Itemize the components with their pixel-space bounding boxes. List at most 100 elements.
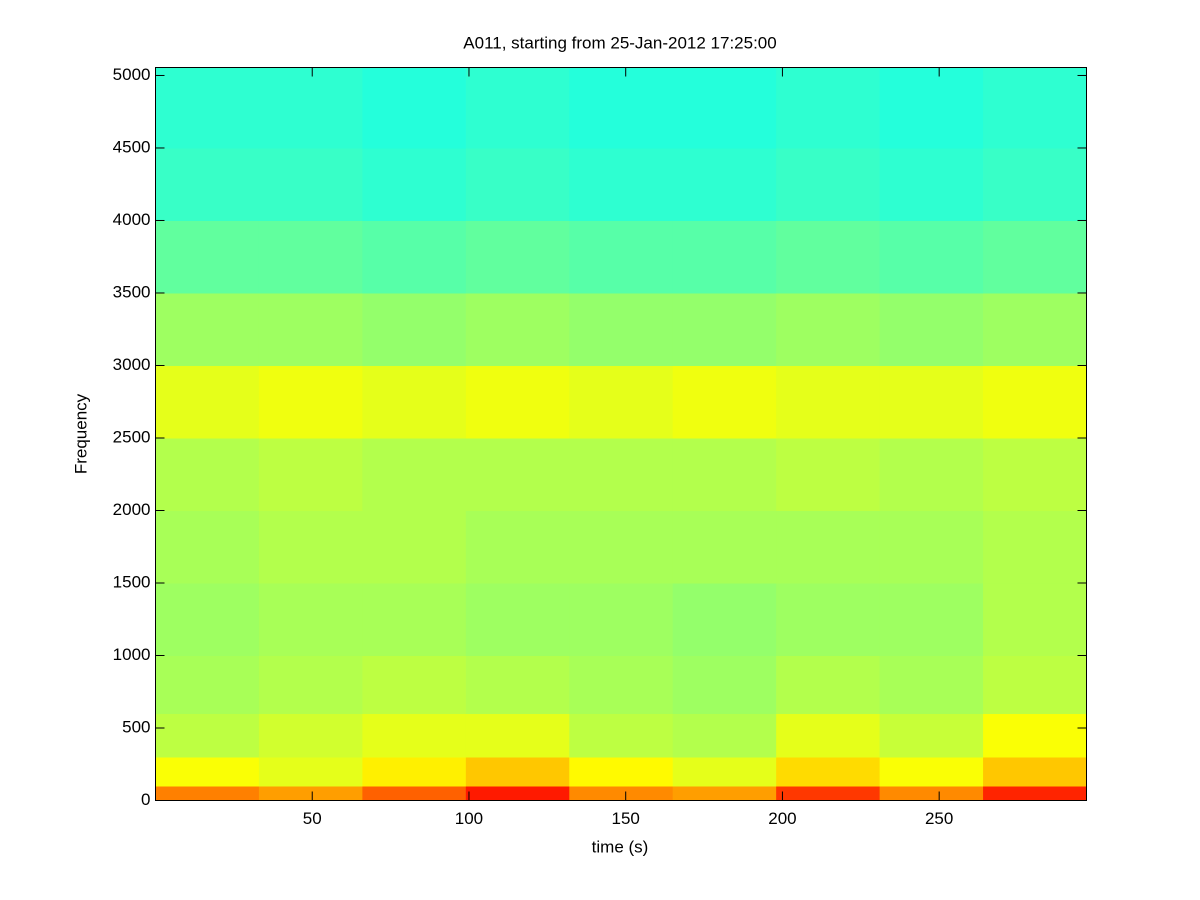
- axes-box: [155, 67, 1087, 801]
- cell: [258, 220, 363, 294]
- cell: [569, 220, 674, 294]
- cell: [155, 147, 260, 221]
- cell: [465, 510, 570, 584]
- cell: [672, 582, 777, 656]
- cell: [983, 510, 1087, 584]
- cell: [569, 365, 674, 439]
- cell: [776, 67, 881, 149]
- y-tick-label: 5000: [113, 65, 151, 84]
- cell: [983, 785, 1087, 801]
- cell: [569, 655, 674, 714]
- cell: [258, 147, 363, 221]
- cell: [258, 713, 363, 758]
- cell: [879, 655, 984, 714]
- cell: [776, 713, 881, 758]
- cell: [258, 67, 363, 149]
- heatmap: [155, 67, 1087, 801]
- cell: [983, 713, 1087, 758]
- cell: [879, 365, 984, 439]
- y-tick-label: 3500: [113, 282, 151, 301]
- y-tick-label: 1500: [113, 572, 151, 591]
- cell: [362, 582, 467, 656]
- cell: [258, 756, 363, 787]
- cell: [776, 365, 881, 439]
- cell: [362, 365, 467, 439]
- cell: [155, 785, 260, 801]
- cell: [983, 365, 1087, 439]
- cell: [672, 147, 777, 221]
- cell: [258, 785, 363, 801]
- y-tick-label: 500: [122, 717, 150, 736]
- cell: [983, 67, 1087, 149]
- cell: [879, 437, 984, 511]
- x-tick-label: 200: [768, 809, 796, 828]
- cell: [569, 147, 674, 221]
- x-tick-label: 250: [925, 809, 953, 828]
- cell: [258, 292, 363, 366]
- cell: [362, 785, 467, 801]
- cell: [258, 365, 363, 439]
- cell: [776, 582, 881, 656]
- y-tick-label: 2500: [113, 427, 151, 446]
- cell: [776, 655, 881, 714]
- cell: [465, 582, 570, 656]
- cell: [879, 67, 984, 149]
- cell: [569, 582, 674, 656]
- cell: [362, 147, 467, 221]
- cell: [362, 437, 467, 511]
- x-tick-label: 150: [612, 809, 640, 828]
- cell: [569, 713, 674, 758]
- cell: [569, 510, 674, 584]
- cell: [569, 756, 674, 787]
- y-tick-label: 3000: [113, 355, 151, 374]
- cell: [465, 365, 570, 439]
- cell: [672, 785, 777, 801]
- x-tick-label: 50: [303, 809, 322, 828]
- cell: [465, 655, 570, 714]
- cell: [155, 292, 260, 366]
- cell: [569, 67, 674, 149]
- y-tick-label: 0: [141, 790, 150, 809]
- y-axis-label: Frequency: [71, 393, 90, 474]
- cell: [983, 655, 1087, 714]
- cell: [569, 437, 674, 511]
- cell: [362, 756, 467, 787]
- cell: [672, 756, 777, 787]
- cell: [776, 785, 881, 801]
- cell: [155, 365, 260, 439]
- cell: [362, 220, 467, 294]
- cell: [879, 292, 984, 366]
- cell: [258, 437, 363, 511]
- cell: [776, 510, 881, 584]
- cell: [465, 220, 570, 294]
- y-tick-label: 1000: [113, 645, 151, 664]
- cell: [155, 655, 260, 714]
- cell: [983, 147, 1087, 221]
- cell: [879, 756, 984, 787]
- cell: [155, 510, 260, 584]
- cell: [258, 582, 363, 656]
- cell: [776, 756, 881, 787]
- cell: [672, 713, 777, 758]
- cell: [672, 437, 777, 511]
- x-tick-label: 100: [455, 809, 483, 828]
- cell: [465, 785, 570, 801]
- cell: [776, 147, 881, 221]
- cell: [258, 655, 363, 714]
- cell: [672, 220, 777, 294]
- cell: [155, 437, 260, 511]
- cell: [362, 67, 467, 149]
- cell: [879, 510, 984, 584]
- cell: [672, 655, 777, 714]
- cell: [672, 292, 777, 366]
- cell: [776, 220, 881, 294]
- cell: [776, 292, 881, 366]
- cell: [879, 220, 984, 294]
- cell: [983, 582, 1087, 656]
- cell: [776, 437, 881, 511]
- cell: [465, 437, 570, 511]
- y-tick-label: 4000: [113, 210, 151, 229]
- cell: [465, 292, 570, 366]
- y-tick-label: 4500: [113, 137, 151, 156]
